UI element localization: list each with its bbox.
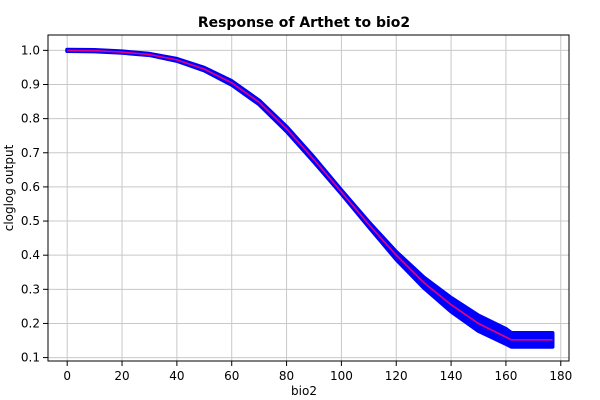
y-tick-label: 0.6 — [21, 180, 40, 194]
x-tick-label: 0 — [63, 369, 71, 383]
x-tick-label: 120 — [385, 369, 408, 383]
mean-response-line — [67, 49, 553, 341]
confidence-band — [65, 47, 555, 349]
y-axis-label: cloglog output — [2, 144, 16, 231]
y-tick-label: 0.4 — [21, 248, 40, 262]
y-tick-label: 0.2 — [21, 316, 40, 330]
y-axis: 0.1 0.2 0.3 0.4 0.5 0.6 0.7 0.8 0.9 1.0 — [21, 43, 48, 365]
y-tick-label: 0.9 — [21, 77, 40, 91]
y-tick-label: 0.5 — [21, 214, 40, 228]
x-tick-label: 80 — [279, 369, 294, 383]
y-tick-label: 1.0 — [21, 43, 40, 57]
x-tick-label: 160 — [494, 369, 517, 383]
confidence-band-area — [65, 47, 555, 349]
y-tick-label: 0.3 — [21, 282, 40, 296]
x-tick-label: 140 — [440, 369, 463, 383]
grid — [48, 35, 569, 361]
x-tick-label: 180 — [549, 369, 572, 383]
plot-frame — [47, 34, 570, 362]
y-tick-label: 0.7 — [21, 146, 40, 160]
chart-title: Response of Arthet to bio2 — [198, 15, 410, 31]
x-tick-label: 60 — [224, 369, 239, 383]
x-axis: 0 20 40 60 80 100 120 140 160 180 — [63, 361, 572, 383]
y-tick-label: 0.1 — [21, 351, 40, 365]
x-axis-label: bio2 — [291, 384, 317, 398]
x-tick-label: 40 — [169, 369, 184, 383]
y-tick-label: 0.8 — [21, 112, 40, 126]
x-tick-label: 20 — [114, 369, 129, 383]
mean-line — [67, 49, 553, 341]
x-tick-label: 100 — [330, 369, 353, 383]
